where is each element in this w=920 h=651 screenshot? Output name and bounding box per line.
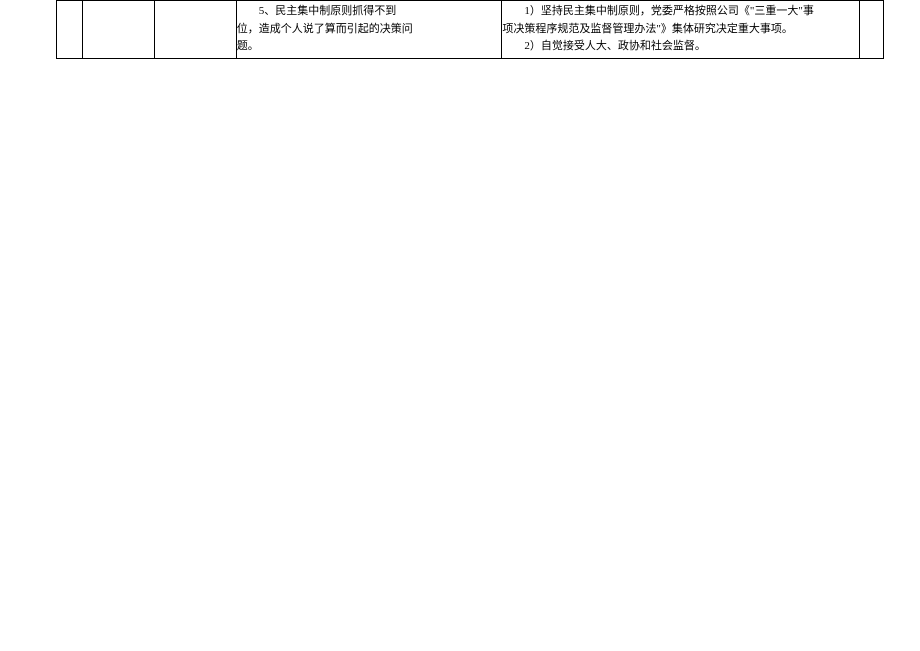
table-row: 5、民主集中制原则抓得不到 位，造成个人说了算而引起的决策问 题。 1）坚持民主…	[57, 1, 884, 59]
cell-line-3: 题。	[237, 38, 502, 56]
table-cell-3	[154, 1, 236, 59]
table-cell-6	[859, 1, 883, 59]
cell-line-1: 1）坚持民主集中制原则，党委严格按照公司《"三重一大"事	[502, 3, 859, 21]
document-table-container: 5、民主集中制原则抓得不到 位，造成个人说了算而引起的决策问 题。 1）坚持民主…	[56, 0, 884, 59]
table-cell-5: 1）坚持民主集中制原则，党委严格按照公司《"三重一大"事 项决策程序规范及监督管…	[502, 1, 860, 59]
cell-line-3: 2）自觉接受人大、政协和社会监督。	[502, 38, 859, 56]
cell-line-1: 5、民主集中制原则抓得不到	[237, 3, 502, 21]
cell-line-2: 位，造成个人说了算而引起的决策问	[237, 21, 502, 39]
cell-line-2: 项决策程序规范及监督管理办法"》集体研究决定重大事项。	[502, 21, 859, 39]
table-cell-2	[82, 1, 154, 59]
table-cell-1	[57, 1, 83, 59]
document-table: 5、民主集中制原则抓得不到 位，造成个人说了算而引起的决策问 题。 1）坚持民主…	[56, 0, 884, 59]
table-cell-4: 5、民主集中制原则抓得不到 位，造成个人说了算而引起的决策问 题。	[236, 1, 502, 59]
